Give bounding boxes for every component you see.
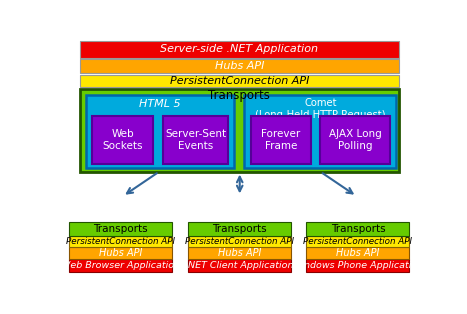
Text: AJAX Long
Polling: AJAX Long Polling xyxy=(329,129,382,151)
Bar xyxy=(92,116,153,164)
Bar xyxy=(306,236,410,247)
Bar xyxy=(188,223,291,236)
Text: PersistentConnection API: PersistentConnection API xyxy=(170,76,309,86)
Text: Transports: Transports xyxy=(331,224,385,234)
Bar xyxy=(188,259,291,272)
Bar xyxy=(80,75,399,87)
Bar xyxy=(163,116,228,164)
Bar xyxy=(306,259,410,272)
Bar xyxy=(251,116,311,164)
Text: PersistentConnection API: PersistentConnection API xyxy=(304,237,412,246)
Bar xyxy=(80,41,399,58)
Text: Hubs API: Hubs API xyxy=(99,248,142,258)
Text: Hubs API: Hubs API xyxy=(215,61,264,71)
Text: Transports: Transports xyxy=(93,224,148,234)
Bar xyxy=(69,247,172,259)
Text: Windows Phone Application: Windows Phone Application xyxy=(292,261,424,270)
Text: HTML 5: HTML 5 xyxy=(139,99,181,109)
Bar xyxy=(188,236,291,247)
Text: Hubs API: Hubs API xyxy=(336,248,380,258)
Text: .NET Client Application: .NET Client Application xyxy=(185,261,294,270)
Bar xyxy=(244,95,396,168)
Bar xyxy=(80,89,399,172)
Bar xyxy=(80,59,399,73)
Text: Transports: Transports xyxy=(208,89,270,102)
Bar xyxy=(86,95,234,168)
Text: Comet
(Long-Held HTTP Request): Comet (Long-Held HTTP Request) xyxy=(255,99,386,120)
Text: Server-side .NET Application: Server-side .NET Application xyxy=(160,44,318,54)
Text: PersistentConnection API: PersistentConnection API xyxy=(66,237,175,246)
Text: Hubs API: Hubs API xyxy=(218,248,261,258)
Bar xyxy=(320,116,390,164)
Bar xyxy=(69,259,172,272)
Text: Web
Sockets: Web Sockets xyxy=(102,129,143,151)
Text: Transports: Transports xyxy=(212,224,267,234)
Bar xyxy=(69,236,172,247)
Text: PersistentConnection API: PersistentConnection API xyxy=(185,237,294,246)
Bar xyxy=(306,247,410,259)
Bar xyxy=(306,223,410,236)
Text: Server-Sent
Events: Server-Sent Events xyxy=(165,129,226,151)
Bar xyxy=(188,247,291,259)
Bar xyxy=(69,223,172,236)
Text: Web Browser Application: Web Browser Application xyxy=(61,261,180,270)
Text: Forever
Frame: Forever Frame xyxy=(261,129,300,151)
